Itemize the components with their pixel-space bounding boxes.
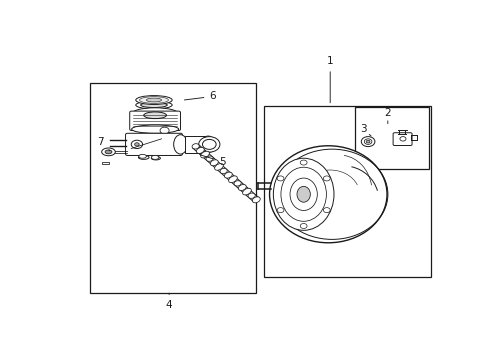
Text: 4: 4 xyxy=(165,293,172,310)
Ellipse shape xyxy=(296,186,310,202)
Ellipse shape xyxy=(269,146,386,243)
Ellipse shape xyxy=(131,108,178,120)
Ellipse shape xyxy=(136,96,172,104)
Ellipse shape xyxy=(205,156,213,161)
Ellipse shape xyxy=(361,136,374,147)
Ellipse shape xyxy=(196,148,204,153)
Ellipse shape xyxy=(399,136,405,141)
FancyBboxPatch shape xyxy=(129,111,180,131)
Ellipse shape xyxy=(228,176,237,183)
Text: 1: 1 xyxy=(326,56,333,103)
Bar xyxy=(264,105,430,278)
Ellipse shape xyxy=(200,151,209,158)
Text: 7: 7 xyxy=(98,136,109,151)
Ellipse shape xyxy=(151,156,159,159)
Text: 3: 3 xyxy=(359,124,370,136)
FancyBboxPatch shape xyxy=(125,133,182,156)
Ellipse shape xyxy=(143,112,166,118)
Ellipse shape xyxy=(198,136,220,152)
Ellipse shape xyxy=(300,160,306,165)
Ellipse shape xyxy=(366,140,369,143)
Ellipse shape xyxy=(214,163,223,170)
Ellipse shape xyxy=(102,148,115,156)
Bar xyxy=(354,107,428,169)
Ellipse shape xyxy=(224,172,232,178)
Ellipse shape xyxy=(277,176,284,181)
Ellipse shape xyxy=(151,157,160,160)
Bar xyxy=(185,136,208,153)
Ellipse shape xyxy=(192,144,199,149)
Ellipse shape xyxy=(277,208,284,213)
Text: 6: 6 xyxy=(184,91,216,102)
Ellipse shape xyxy=(234,181,241,186)
Ellipse shape xyxy=(202,139,216,149)
Ellipse shape xyxy=(289,178,317,211)
Ellipse shape xyxy=(139,97,168,103)
Ellipse shape xyxy=(238,184,246,190)
Ellipse shape xyxy=(242,188,251,195)
Ellipse shape xyxy=(173,135,187,154)
Ellipse shape xyxy=(139,154,146,158)
Ellipse shape xyxy=(201,136,215,153)
Bar xyxy=(89,84,256,293)
Text: 2: 2 xyxy=(384,108,390,123)
Bar xyxy=(102,162,109,164)
Ellipse shape xyxy=(323,208,329,213)
FancyBboxPatch shape xyxy=(392,133,411,145)
Ellipse shape xyxy=(247,193,255,198)
Ellipse shape xyxy=(364,139,371,144)
Ellipse shape xyxy=(136,101,172,109)
Ellipse shape xyxy=(105,150,112,154)
Ellipse shape xyxy=(323,176,329,181)
Ellipse shape xyxy=(131,140,142,149)
Ellipse shape xyxy=(141,103,167,108)
Ellipse shape xyxy=(300,224,306,229)
Ellipse shape xyxy=(134,143,139,146)
Ellipse shape xyxy=(138,156,149,159)
Ellipse shape xyxy=(131,125,178,133)
Ellipse shape xyxy=(273,158,333,230)
Ellipse shape xyxy=(160,127,169,134)
Text: 5: 5 xyxy=(200,155,225,167)
Ellipse shape xyxy=(220,168,227,174)
Ellipse shape xyxy=(210,160,218,166)
Ellipse shape xyxy=(252,197,260,203)
Ellipse shape xyxy=(146,98,161,102)
